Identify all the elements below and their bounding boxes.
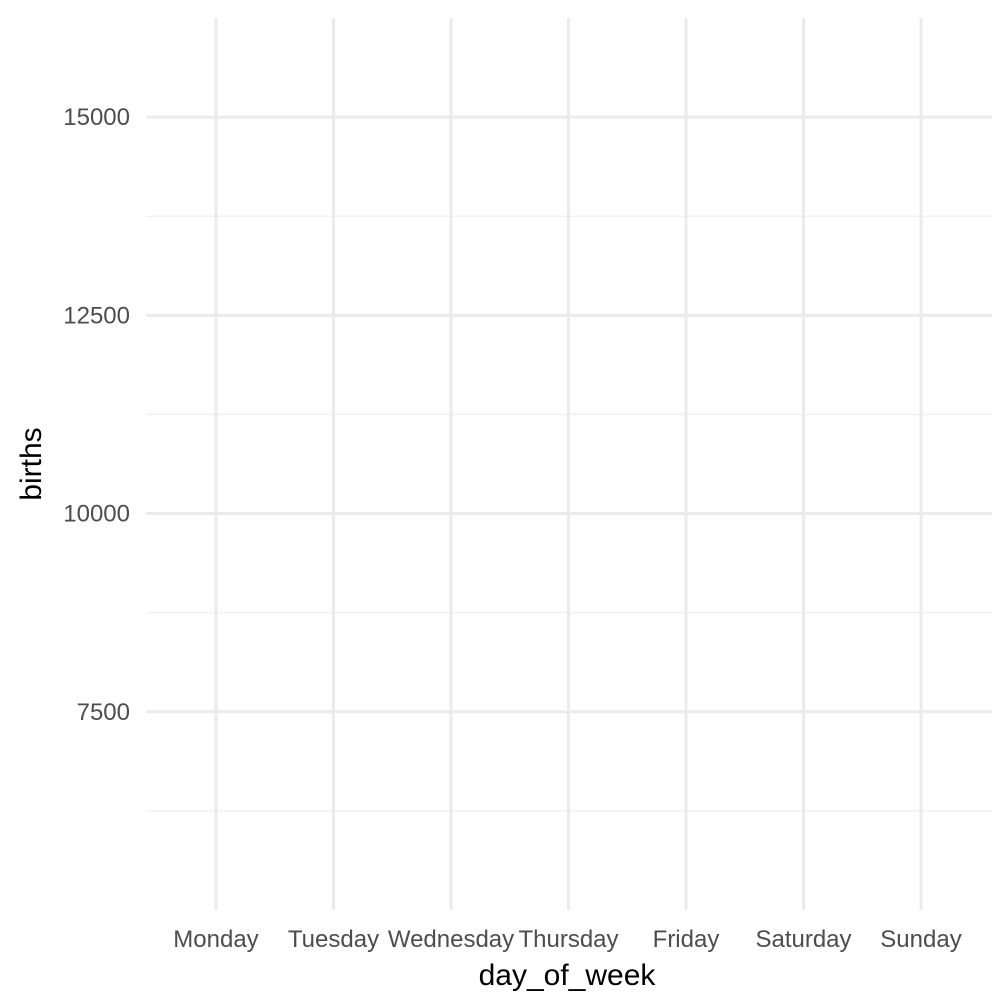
- x-tick-label: Monday: [173, 926, 258, 953]
- x-axis-tick-labels: Monday Tuesday Wednesday Thursday Friday Satu…: [173, 926, 961, 953]
- major-gridlines: [146, 18, 992, 910]
- y-axis-tick-labels: 7500 10000 12500 15000: [63, 104, 130, 726]
- y-tick-label: 10000: [63, 501, 130, 528]
- x-tick-label: Tuesday: [288, 926, 379, 953]
- x-axis-title: day_of_week: [479, 959, 657, 992]
- y-tick-label: 7500: [77, 699, 130, 726]
- x-tick-label: Saturday: [755, 926, 851, 953]
- x-tick-label: Sunday: [880, 926, 961, 953]
- x-tick-label: Thursday: [518, 926, 618, 953]
- x-tick-label: Wednesday: [388, 926, 514, 953]
- x-tick-label: Friday: [653, 926, 720, 953]
- y-axis-title: births: [15, 427, 48, 500]
- y-tick-label: 15000: [63, 104, 130, 131]
- y-tick-label: 12500: [63, 302, 130, 329]
